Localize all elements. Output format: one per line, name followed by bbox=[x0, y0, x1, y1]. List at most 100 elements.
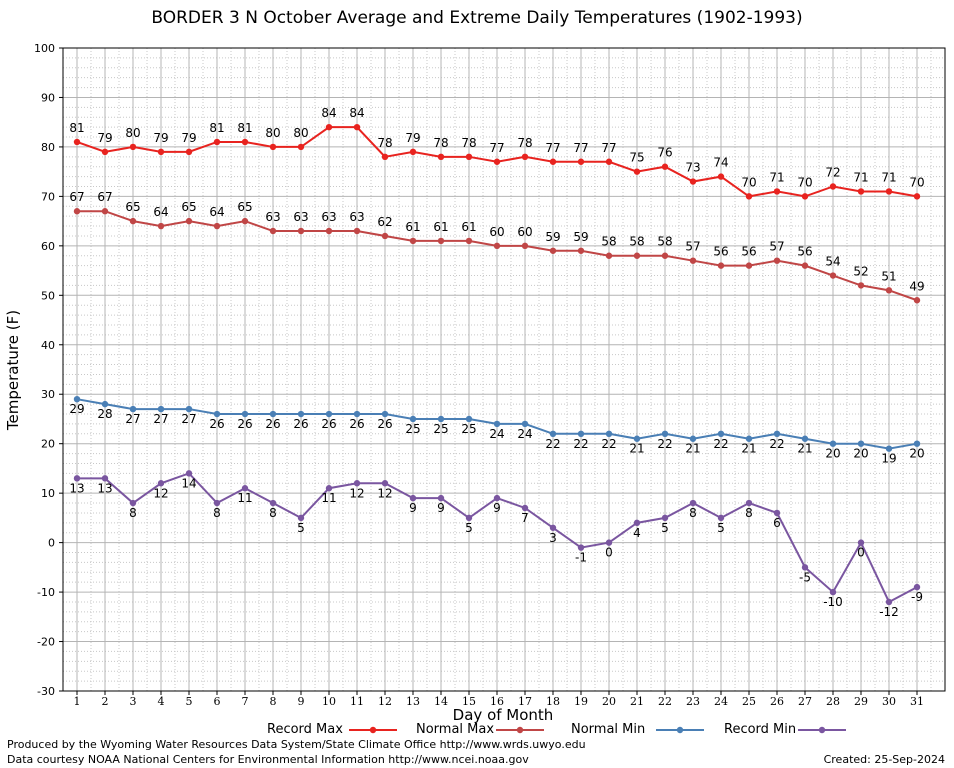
data-point-record-max bbox=[689, 178, 697, 185]
data-point-record-max bbox=[773, 188, 781, 195]
data-point-record-max bbox=[829, 183, 837, 190]
data-label-normal-min: 21 bbox=[797, 442, 812, 456]
legend-label-normal-min: Normal Min bbox=[571, 722, 646, 737]
data-point-record-max bbox=[437, 153, 445, 161]
plot-frame bbox=[62, 47, 946, 692]
legend-label-record-max: Record Max bbox=[267, 722, 343, 737]
data-label-normal-max: 56 bbox=[741, 245, 756, 259]
data-point-normal-min bbox=[773, 430, 781, 437]
data-point-record-max bbox=[521, 153, 529, 161]
x-tick-label: 17 bbox=[518, 695, 532, 708]
x-tick-label: 2 bbox=[102, 695, 109, 708]
legend-label-record-min: Record Min bbox=[724, 722, 797, 737]
data-label-record-min: 8 bbox=[269, 506, 277, 520]
data-label-normal-max: 63 bbox=[349, 210, 364, 224]
data-point-normal-min bbox=[409, 415, 417, 423]
data-point-normal-max bbox=[745, 262, 753, 269]
data-label-record-min: 8 bbox=[213, 506, 221, 520]
data-point-record-max bbox=[297, 143, 305, 151]
data-label-record-min: 11 bbox=[237, 491, 252, 505]
x-tick-label: 24 bbox=[714, 695, 728, 708]
data-point-normal-max bbox=[101, 208, 109, 215]
data-label-record-min: 14 bbox=[181, 476, 196, 490]
data-point-normal-max bbox=[129, 217, 137, 225]
data-label-record-min: 5 bbox=[661, 521, 669, 535]
data-point-normal-max bbox=[885, 287, 893, 294]
data-label-normal-max: 58 bbox=[629, 235, 644, 249]
data-point-record-max bbox=[353, 123, 361, 131]
data-point-normal-max bbox=[297, 227, 305, 235]
x-tick-label: 5 bbox=[186, 695, 193, 708]
y-tick-label: -20 bbox=[37, 636, 55, 649]
data-point-record-max bbox=[129, 143, 137, 151]
data-label-normal-min: 26 bbox=[237, 417, 252, 431]
data-label-record-min: 4 bbox=[633, 526, 641, 540]
data-label-normal-min: 27 bbox=[181, 412, 196, 426]
data-point-normal-min bbox=[493, 420, 501, 428]
data-label-record-max: 70 bbox=[741, 175, 756, 189]
x-tick-label: 16 bbox=[490, 695, 504, 708]
data-label-normal-min: 19 bbox=[881, 452, 896, 466]
credit-data-source: Data courtesy NOAA National Centers for … bbox=[7, 753, 529, 766]
data-point-normal-max bbox=[157, 222, 165, 230]
data-label-normal-max: 61 bbox=[405, 220, 420, 234]
data-point-record-min bbox=[73, 475, 81, 482]
data-label-normal-min: 21 bbox=[685, 442, 700, 456]
data-point-normal-min bbox=[801, 435, 809, 442]
data-label-record-min: -10 bbox=[823, 595, 843, 609]
data-label-normal-min: 22 bbox=[573, 437, 588, 451]
data-point-record-min bbox=[801, 564, 809, 571]
x-tick-label: 23 bbox=[686, 695, 700, 708]
data-point-normal-max bbox=[437, 237, 445, 245]
data-point-normal-min bbox=[73, 395, 81, 403]
data-label-normal-max: 56 bbox=[797, 245, 812, 259]
y-tick-label: 30 bbox=[41, 388, 55, 401]
data-point-record-max bbox=[857, 188, 865, 195]
data-point-record-max bbox=[409, 148, 417, 156]
data-point-normal-max bbox=[241, 217, 249, 225]
data-label-record-min: 12 bbox=[377, 486, 392, 500]
data-point-record-min bbox=[857, 539, 865, 546]
data-label-record-max: 76 bbox=[657, 146, 672, 160]
data-label-record-min: 11 bbox=[321, 491, 336, 505]
data-point-normal-min bbox=[101, 400, 109, 408]
data-point-record-max bbox=[157, 148, 165, 156]
data-label-record-max: 73 bbox=[685, 161, 700, 175]
data-point-record-min bbox=[381, 480, 389, 487]
data-label-record-max: 78 bbox=[433, 136, 448, 150]
data-label-normal-min: 26 bbox=[377, 417, 392, 431]
data-label-record-min: 5 bbox=[465, 521, 473, 535]
data-label-normal-min: 20 bbox=[825, 447, 840, 461]
data-label-normal-min: 22 bbox=[601, 437, 616, 451]
legend-marker-record-max bbox=[369, 726, 377, 734]
data-point-record-max bbox=[213, 138, 221, 146]
x-tick-label: 3 bbox=[130, 695, 137, 708]
data-label-normal-min: 20 bbox=[909, 447, 924, 461]
y-tick-label: 20 bbox=[41, 438, 55, 451]
x-tick-label: 31 bbox=[910, 695, 924, 708]
data-label-normal-max: 51 bbox=[881, 269, 896, 283]
data-point-normal-min bbox=[521, 420, 529, 428]
data-label-normal-min: 25 bbox=[461, 422, 476, 436]
data-label-normal-max: 49 bbox=[909, 279, 924, 293]
data-label-record-max: 78 bbox=[377, 136, 392, 150]
data-point-record-max bbox=[269, 143, 277, 151]
data-label-normal-max: 61 bbox=[461, 220, 476, 234]
data-label-record-max: 80 bbox=[265, 126, 280, 140]
data-point-normal-min bbox=[437, 415, 445, 423]
data-label-normal-min: 22 bbox=[545, 437, 560, 451]
data-label-record-max: 77 bbox=[545, 141, 560, 155]
data-label-normal-max: 65 bbox=[181, 200, 196, 214]
data-point-record-min bbox=[213, 499, 221, 507]
data-label-normal-min: 22 bbox=[769, 437, 784, 451]
data-label-normal-max: 57 bbox=[685, 240, 700, 254]
data-label-record-max: 84 bbox=[349, 106, 364, 120]
x-tick-label: 8 bbox=[270, 695, 277, 708]
y-tick-label: 100 bbox=[34, 42, 55, 55]
data-point-record-min bbox=[829, 588, 837, 596]
data-point-normal-min bbox=[549, 430, 557, 437]
data-label-record-min: 12 bbox=[349, 486, 364, 500]
